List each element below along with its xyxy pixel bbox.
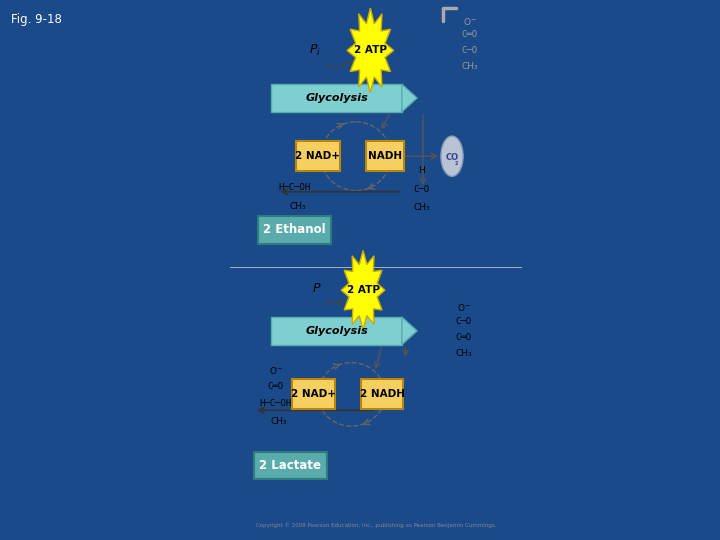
- Polygon shape: [341, 251, 385, 330]
- FancyBboxPatch shape: [271, 317, 402, 345]
- Text: H─C─OH: H─C─OH: [279, 184, 310, 192]
- Text: 2 ATP: 2 ATP: [346, 285, 379, 295]
- Text: 2 NAD+: 2 NAD+: [295, 151, 341, 161]
- Text: CH₃: CH₃: [462, 62, 478, 71]
- Text: H: H: [299, 165, 305, 174]
- Text: Glycolysis: Glycolysis: [305, 93, 368, 103]
- Text: C═O: C═O: [456, 333, 472, 342]
- Polygon shape: [402, 317, 417, 345]
- Polygon shape: [402, 84, 417, 112]
- Text: NADH: NADH: [368, 151, 402, 161]
- Text: $\mathregular{O^{-}}$: $\mathregular{O^{-}}$: [456, 301, 471, 313]
- Text: C═O: C═O: [268, 382, 284, 391]
- Text: $\mathit{P}$: $\mathit{P}$: [312, 282, 321, 295]
- Text: Glycolysis: Glycolysis: [305, 326, 368, 336]
- Polygon shape: [347, 8, 394, 93]
- Text: 2 Ethanol: 2 Ethanol: [264, 223, 326, 237]
- Text: Copyright © 2008 Pearson Education, Inc., publishing as Pearson Benjamin Cumming: Copyright © 2008 Pearson Education, Inc.…: [256, 522, 496, 528]
- Text: CH₃: CH₃: [270, 417, 287, 427]
- Text: $\mathit{P_i}$: $\mathit{P_i}$: [309, 43, 321, 58]
- Text: C─O: C─O: [462, 46, 477, 55]
- Text: C─O: C─O: [413, 185, 429, 193]
- FancyBboxPatch shape: [271, 84, 402, 112]
- Text: CH₃: CH₃: [413, 203, 430, 212]
- Text: $\mathregular{O^{-}}$: $\mathregular{O^{-}}$: [269, 365, 282, 376]
- Text: CH₃: CH₃: [455, 349, 472, 357]
- FancyBboxPatch shape: [292, 379, 336, 409]
- FancyBboxPatch shape: [361, 379, 403, 409]
- Text: C═O: C═O: [462, 30, 477, 39]
- Text: 2 ATP: 2 ATP: [354, 45, 387, 56]
- Text: CH₃: CH₃: [289, 202, 307, 211]
- Text: 2 Lactate: 2 Lactate: [259, 459, 321, 472]
- FancyBboxPatch shape: [253, 451, 327, 479]
- Text: $\mathregular{O^{-}}$: $\mathregular{O^{-}}$: [463, 16, 477, 27]
- FancyArrowPatch shape: [325, 300, 342, 305]
- Text: ₂: ₂: [455, 158, 459, 167]
- Text: 2 NAD+: 2 NAD+: [291, 389, 336, 400]
- FancyBboxPatch shape: [296, 141, 340, 171]
- Text: H: H: [418, 166, 425, 175]
- Text: Fig. 9-18: Fig. 9-18: [11, 14, 62, 26]
- Circle shape: [441, 136, 463, 177]
- FancyArrowPatch shape: [326, 62, 350, 68]
- Text: 2 NADH: 2 NADH: [359, 389, 405, 400]
- Text: H─C─OH: H─C─OH: [259, 400, 292, 408]
- Text: CO: CO: [446, 153, 459, 162]
- Text: C─O: C─O: [456, 317, 472, 326]
- FancyBboxPatch shape: [258, 216, 331, 244]
- FancyBboxPatch shape: [366, 141, 404, 171]
